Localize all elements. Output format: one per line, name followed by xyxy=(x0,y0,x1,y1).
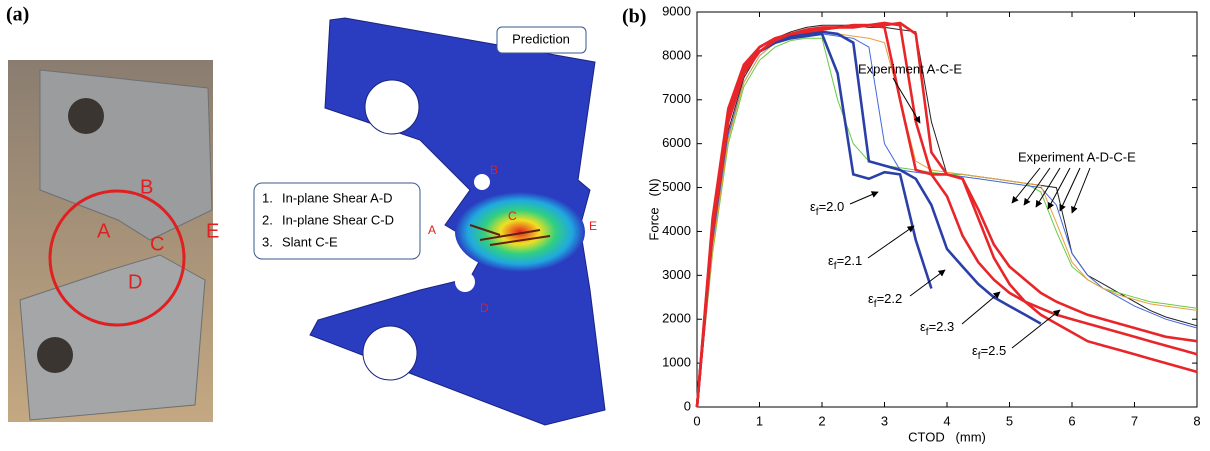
y-tick-label: 5000 xyxy=(662,179,691,194)
prediction-box xyxy=(496,26,587,54)
hole xyxy=(474,174,490,190)
annotation: Experiment A-D-C-E xyxy=(1018,149,1136,164)
series-label: εf=2.5 xyxy=(972,343,1006,361)
x-tick-label: 4 xyxy=(943,413,950,428)
model-label: E xyxy=(589,219,597,233)
hole xyxy=(68,98,104,134)
x-tick-label: 3 xyxy=(881,413,888,428)
y-tick-label: 8000 xyxy=(662,47,691,62)
mode-text: In-plane Shear A-D xyxy=(282,190,393,205)
chart: 0 1 2 3 4 5 6 7 8 0 1000 2000 3000 4000 5000 6000 7000 80… xyxy=(646,3,1200,444)
x-tick-label: 6 xyxy=(1068,413,1075,428)
mode-num: 2. xyxy=(262,212,273,227)
photo-label: C xyxy=(150,233,164,255)
model-label: B xyxy=(490,163,498,177)
arrow xyxy=(867,225,915,259)
y-tick-label: 4000 xyxy=(662,223,691,238)
arrow xyxy=(1011,309,1061,349)
prediction-title: Prediction xyxy=(512,31,570,46)
photo-label: A xyxy=(97,220,111,242)
panel-label: (b) xyxy=(622,6,646,28)
series-line xyxy=(695,32,933,408)
x-tick-label: 2 xyxy=(818,413,825,428)
photo-label: B xyxy=(140,176,153,198)
y-tick-label: 1000 xyxy=(662,355,691,370)
specimen-lower xyxy=(19,254,206,421)
series-label: Experiment A-C-E xyxy=(858,61,962,76)
model-label: C xyxy=(508,209,517,223)
x-tick-label: 5 xyxy=(1006,413,1013,428)
model-label: A xyxy=(428,223,436,237)
modes-box xyxy=(253,182,421,260)
arrow xyxy=(1071,167,1091,214)
hole xyxy=(455,272,475,292)
arrow xyxy=(1059,167,1081,212)
x-axis-label: CTOD (mm) xyxy=(908,429,986,444)
series-label: εf=2.1 xyxy=(828,253,862,271)
series-label: εf=2.2 xyxy=(868,291,902,309)
arrow xyxy=(849,191,879,205)
photo-label: E xyxy=(206,220,219,242)
y-tick-label: 6000 xyxy=(662,135,691,150)
y-axis-label: Force (N) xyxy=(646,178,661,240)
highlight-circle xyxy=(48,189,186,327)
series-line xyxy=(695,21,1198,408)
series-label: εf=2.0 xyxy=(810,199,844,217)
mode-num: 3. xyxy=(262,234,273,249)
arrow xyxy=(1011,167,1041,204)
hole xyxy=(364,79,420,135)
arrow xyxy=(1035,167,1061,208)
arrow xyxy=(1023,167,1051,206)
photo-label: D xyxy=(128,271,142,293)
stress-contour xyxy=(455,192,585,272)
x-tick-label: 8 xyxy=(1193,413,1200,428)
model-label: D xyxy=(480,301,489,315)
arrow xyxy=(961,291,1001,325)
arrow xyxy=(892,77,921,124)
series-label: εf=2.3 xyxy=(920,319,954,337)
hole xyxy=(362,325,418,381)
arrow xyxy=(909,269,946,297)
mode-num: 1. xyxy=(262,190,273,205)
y-tick-label: 2000 xyxy=(662,311,691,326)
x-tick-label: 0 xyxy=(693,413,700,428)
x-tick-label: 1 xyxy=(756,413,763,428)
crack xyxy=(469,224,551,246)
series-line xyxy=(695,21,1198,408)
mode-text: Slant C-E xyxy=(282,234,338,249)
y-tick-label: 0 xyxy=(684,398,691,413)
x-tick-label: 7 xyxy=(1131,413,1138,428)
y-tick-label: 9000 xyxy=(662,3,691,18)
mode-text: In-plane Shear C-D xyxy=(282,212,394,227)
y-tick-label: 7000 xyxy=(662,91,691,106)
hole xyxy=(37,337,73,373)
panel-label: (a) xyxy=(6,4,29,26)
y-tick-label: 3000 xyxy=(662,267,691,282)
arrow xyxy=(1047,167,1071,210)
